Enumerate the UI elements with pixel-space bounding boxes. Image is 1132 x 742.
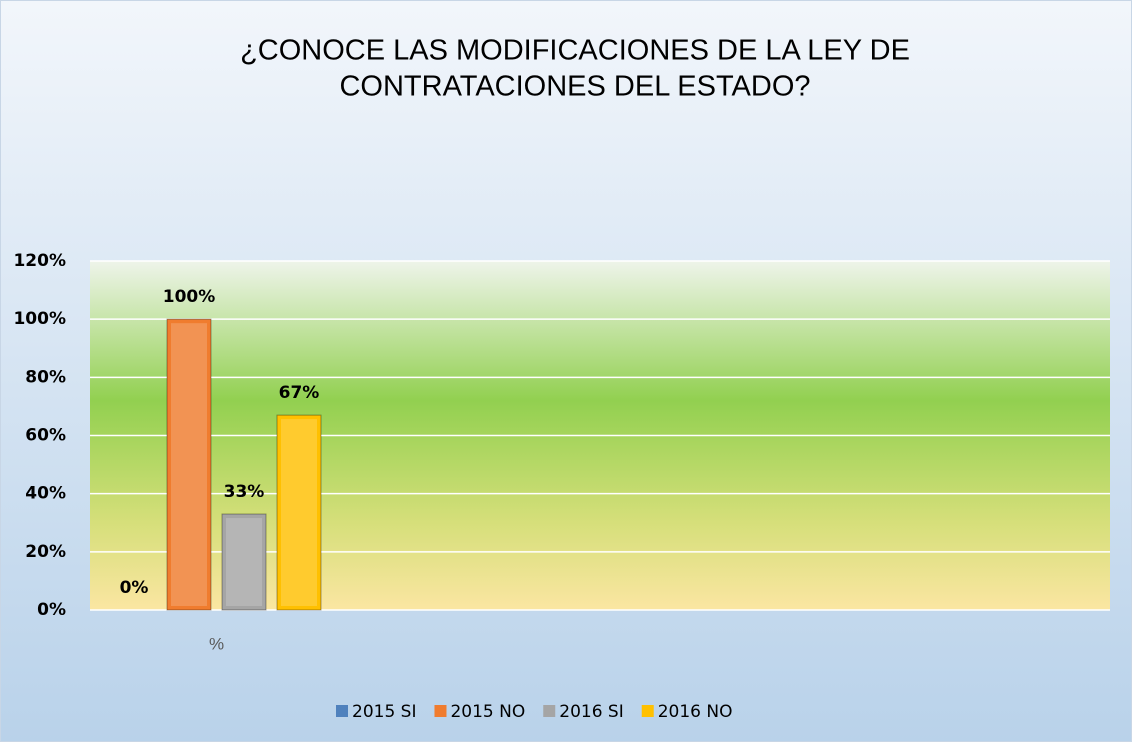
legend-label: 2016 SI <box>559 702 623 722</box>
y-tick-label: 100% <box>13 309 66 329</box>
y-tick-label: 60% <box>25 426 66 446</box>
chart-title: ¿CONOCE LAS MODIFICACIONES DE LA LEY DE <box>240 35 910 67</box>
legend-label: 2016 NO <box>658 702 733 722</box>
value-label: 33% <box>224 482 265 502</box>
legend-swatch <box>543 705 556 717</box>
bar <box>166 318 212 611</box>
bar-shade <box>171 323 207 606</box>
bar <box>221 513 267 611</box>
legend-swatch <box>434 705 447 717</box>
y-tick-label: 0% <box>37 600 66 620</box>
value-label: 100% <box>163 287 216 307</box>
value-label: 0% <box>120 578 149 598</box>
y-tick-label: 80% <box>25 367 66 387</box>
chart-title: CONTRATACIONES DEL ESTADO? <box>339 71 810 103</box>
y-tick-label: 40% <box>25 484 66 504</box>
bar <box>276 414 322 611</box>
legend-label: 2015 NO <box>450 702 525 722</box>
x-tick-label: % <box>209 634 224 653</box>
bar-shade <box>226 518 262 606</box>
bar-shade <box>281 419 317 606</box>
legend-swatch <box>641 705 654 717</box>
y-tick-label: 120% <box>13 251 66 271</box>
legend-label: 2015 SI <box>352 702 416 722</box>
value-label: 67% <box>279 383 320 403</box>
y-tick-label: 20% <box>25 542 66 562</box>
legend-swatch <box>336 705 348 717</box>
